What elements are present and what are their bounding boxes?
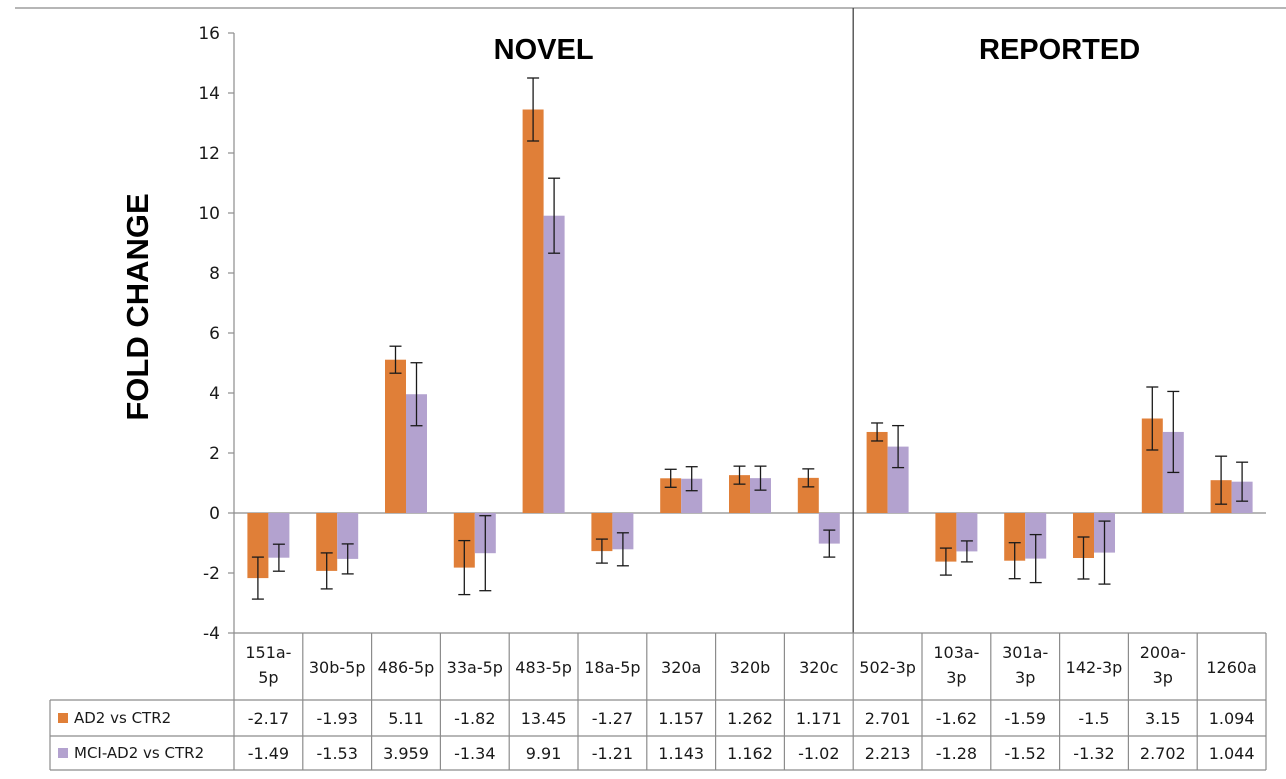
- category-label: 320a: [661, 658, 701, 677]
- y-tick-label: 8: [209, 264, 220, 284]
- table-value: -1.53: [316, 744, 357, 763]
- table-value: 2.701: [865, 709, 911, 728]
- category-label: 486-5p: [378, 658, 435, 677]
- bar-mci-ad2-30b-5p: [337, 513, 359, 559]
- bar-ad2-486-5p: [385, 359, 406, 513]
- legend-swatch: [58, 748, 68, 758]
- axis-layer: -4 -2 0 2 4 6 8 10 12 14 16 NOVEL REPORTED: [15, 7, 1286, 644]
- legend-swatch: [58, 713, 68, 723]
- group-label: NOVEL: [494, 34, 594, 66]
- table-value: -1.93: [316, 709, 357, 728]
- category-label: 30b-5p: [309, 658, 366, 677]
- table-value: 2.702: [1140, 744, 1186, 763]
- category-label: 18a-5p: [584, 658, 640, 677]
- bar-ad2-483-5p: [522, 109, 544, 513]
- bar-mci-ad2-502-3p: [887, 446, 909, 513]
- table-value: 3.15: [1145, 709, 1181, 728]
- table-value: -1.5: [1078, 709, 1109, 728]
- table-value: 2.213: [865, 744, 911, 763]
- y-tick-label: -4: [203, 624, 220, 644]
- table-value: 3.959: [383, 744, 429, 763]
- category-label: 151a-5p: [245, 643, 291, 687]
- y-tick-label: 12: [198, 144, 220, 164]
- bar-ad2-30b-5p: [316, 513, 338, 571]
- category-label: 33a-5p: [447, 658, 503, 677]
- bar-mci-ad2-320c: [818, 513, 840, 544]
- bar-ad2-142-3p: [1073, 513, 1094, 558]
- y-tick-label: 14: [198, 84, 220, 104]
- y-tick-label: 10: [198, 204, 220, 224]
- category-label: 301a-3p: [1002, 643, 1048, 687]
- table-value: 1.094: [1209, 709, 1255, 728]
- y-axis-label: FOLD CHANGE: [120, 193, 155, 420]
- bar-mci-ad2-320b: [750, 478, 771, 513]
- category-label: 1260a: [1206, 658, 1257, 677]
- table-value: 1.044: [1209, 744, 1255, 763]
- table-value: 1.171: [796, 709, 842, 728]
- data-table: 151a-5p 30b-5p 486-5p 33a-5p 483-5p 18a-5p 320…: [49, 632, 1267, 771]
- bar-mci-ad2-486-5p: [406, 394, 427, 513]
- y-tick-label: -2: [203, 564, 220, 584]
- table-value: 1.262: [727, 709, 773, 728]
- y-tick-label: 6: [209, 324, 220, 344]
- bar-mci-ad2-151a-5p: [268, 513, 290, 558]
- bar-ad2-301a-3p: [1004, 513, 1026, 561]
- bar-ad2-103a-3p: [935, 513, 957, 562]
- table-value: 13.45: [521, 709, 567, 728]
- bar-mci-ad2-320a: [681, 478, 703, 513]
- table-value: 1.143: [658, 744, 704, 763]
- bar-mci-ad2-103a-3p: [956, 513, 978, 552]
- table-value: -1.62: [936, 709, 977, 728]
- category-label: 200a-3p: [1140, 643, 1186, 687]
- legend-label: MCI-AD2 vs CTR2: [74, 744, 204, 762]
- table-value: -1.52: [1004, 744, 1045, 763]
- y-tick-label: 4: [209, 384, 220, 404]
- bar-ad2-200a-3p: [1141, 418, 1163, 513]
- table-value: -1.28: [936, 744, 977, 763]
- bar-mci-ad2-18a-5p: [612, 513, 634, 550]
- group-label: REPORTED: [979, 34, 1140, 66]
- table-value: 1.157: [658, 709, 704, 728]
- category-label: 103a-3p: [933, 643, 979, 687]
- table-value: 9.91: [526, 744, 562, 763]
- y-tick-label: 2: [209, 444, 220, 464]
- table-value: -1.34: [454, 744, 495, 763]
- table-value: -1.49: [248, 744, 289, 763]
- table-value: -1.82: [454, 709, 495, 728]
- table-value: -1.27: [592, 709, 633, 728]
- bar-layer: [247, 77, 1253, 600]
- category-label: 483-5p: [515, 658, 572, 677]
- y-tick-label: 16: [198, 24, 220, 44]
- bar-ad2-502-3p: [866, 431, 888, 513]
- category-label: 142-3p: [1066, 658, 1123, 677]
- bar-ad2-151a-5p: [247, 513, 269, 579]
- category-label: 320c: [799, 658, 838, 677]
- table-value: 1.162: [727, 744, 773, 763]
- y-tick-label: 0: [209, 504, 220, 524]
- table-value: 5.11: [388, 709, 424, 728]
- category-label: 320b: [730, 658, 771, 677]
- table-value: -2.17: [248, 709, 289, 728]
- table-value: -1.21: [592, 744, 633, 763]
- table-value: -1.59: [1004, 709, 1045, 728]
- table-value: -1.32: [1073, 744, 1114, 763]
- bar-mci-ad2-483-5p: [543, 215, 565, 513]
- legend-label: AD2 vs CTR2: [74, 709, 171, 727]
- bar-ad2-18a-5p: [591, 513, 613, 552]
- table-value: -1.02: [798, 744, 839, 763]
- category-label: 502-3p: [859, 658, 916, 677]
